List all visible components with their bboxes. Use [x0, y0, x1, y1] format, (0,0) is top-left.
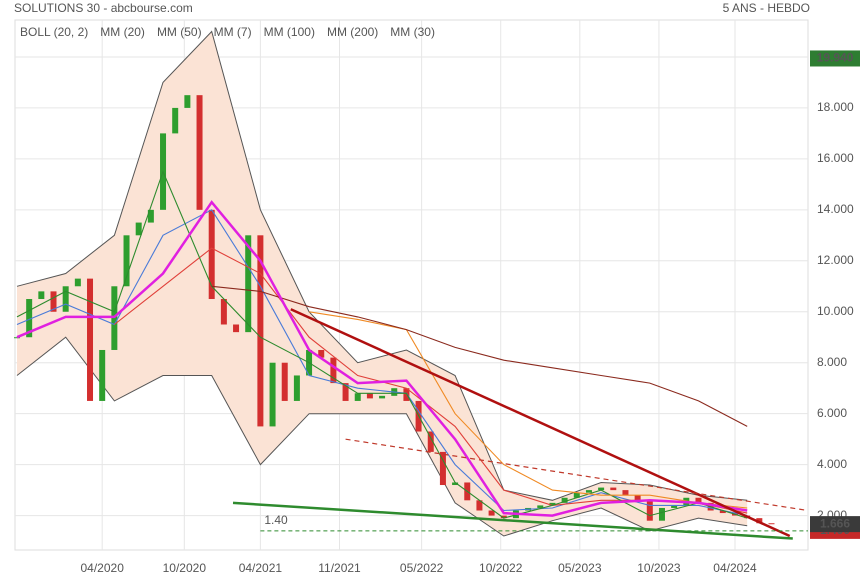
moving-average [16, 200, 748, 517]
candle [719, 510, 726, 514]
price-tag [810, 50, 860, 67]
legend-entry: BOLL (20, 2) [20, 25, 88, 39]
candle [488, 510, 495, 516]
candle [257, 235, 264, 427]
legend-entry: MM (50) [157, 25, 202, 39]
candle [756, 518, 763, 524]
candle [598, 487, 605, 491]
legend-entry: MM (30) [390, 25, 435, 39]
candle [439, 451, 446, 486]
candle [646, 500, 653, 521]
price-tag [810, 516, 860, 533]
candle [220, 299, 227, 325]
legend-entry: MM (20) [100, 25, 145, 39]
candle [585, 490, 592, 493]
candle [38, 291, 45, 300]
x-tick-label: 04/2021 [239, 561, 283, 575]
candle [573, 492, 580, 498]
support-label: 1.40 [264, 513, 288, 527]
candle [500, 515, 507, 519]
candle [196, 95, 203, 210]
y-tick-label: 12.000 [817, 253, 854, 267]
candle [768, 523, 775, 525]
x-tick-label: 05/2023 [558, 561, 602, 575]
y-tick-label: 8.000 [817, 355, 847, 369]
candle [318, 349, 325, 358]
candle [245, 235, 252, 333]
candle [549, 502, 556, 506]
legend-entry: MM (200) [327, 25, 378, 39]
moving-average [211, 285, 748, 427]
candle [99, 349, 106, 401]
candle [403, 388, 410, 401]
candle [26, 299, 33, 338]
candle [147, 209, 154, 223]
candle [62, 286, 69, 312]
x-tick-label: 05/2022 [400, 561, 444, 575]
candle [695, 497, 702, 503]
candle [208, 209, 215, 300]
moving-average [309, 311, 748, 509]
candle [123, 235, 130, 287]
candle [281, 362, 288, 401]
candle [427, 431, 434, 452]
y-tick-label: 6.000 [817, 406, 847, 420]
candle [330, 357, 337, 384]
x-tick-label: 10/2023 [637, 561, 681, 575]
candle [476, 500, 483, 511]
candle [184, 95, 191, 108]
candle [354, 393, 361, 401]
legend-entry: MM (100) [264, 25, 315, 39]
plot-frame [14, 19, 809, 551]
candle [293, 375, 300, 401]
trend-line [345, 438, 809, 512]
bollinger-lower [16, 336, 748, 537]
candle [342, 383, 349, 401]
candle [671, 505, 678, 508]
x-tick-label: 10/2022 [479, 561, 523, 575]
candle [172, 107, 179, 134]
candle [452, 482, 459, 486]
candle [634, 495, 641, 501]
y-tick-label: 14.000 [817, 202, 854, 216]
x-tick-label: 10/2020 [163, 561, 207, 575]
price-tag-label: 1.666 [820, 516, 850, 530]
candle [537, 505, 544, 508]
candle [610, 487, 617, 491]
candle [14, 337, 20, 339]
y-tick-label: 10.000 [817, 304, 854, 318]
candle [366, 393, 373, 399]
chart-title: SOLUTIONS 30 - abcbourse.com [14, 1, 193, 15]
candle [561, 497, 568, 503]
candle [87, 278, 94, 401]
candle [135, 222, 142, 236]
moving-average [16, 209, 748, 517]
x-tick-label: 11/2021 [318, 561, 361, 575]
candle [74, 278, 81, 287]
trend-line [232, 501, 793, 540]
bollinger-upper [16, 30, 748, 501]
candle [269, 362, 276, 427]
price-tag-label: 19.940 [817, 51, 854, 65]
x-tick-label: 04/2024 [713, 561, 757, 575]
candle [622, 490, 629, 496]
candle [233, 324, 240, 333]
candle [658, 507, 665, 521]
chart-subtitle: 5 ANS - HEBDO [723, 1, 810, 15]
y-tick-label: 16.000 [817, 151, 854, 165]
y-tick-label: 4.000 [817, 457, 847, 471]
legend-entry: MM (7) [214, 25, 252, 39]
candle [379, 395, 386, 399]
x-tick-label: 04/2020 [80, 561, 124, 575]
candle [50, 291, 57, 312]
trend-line [290, 308, 791, 538]
y-tick-label: 18.000 [817, 100, 854, 114]
